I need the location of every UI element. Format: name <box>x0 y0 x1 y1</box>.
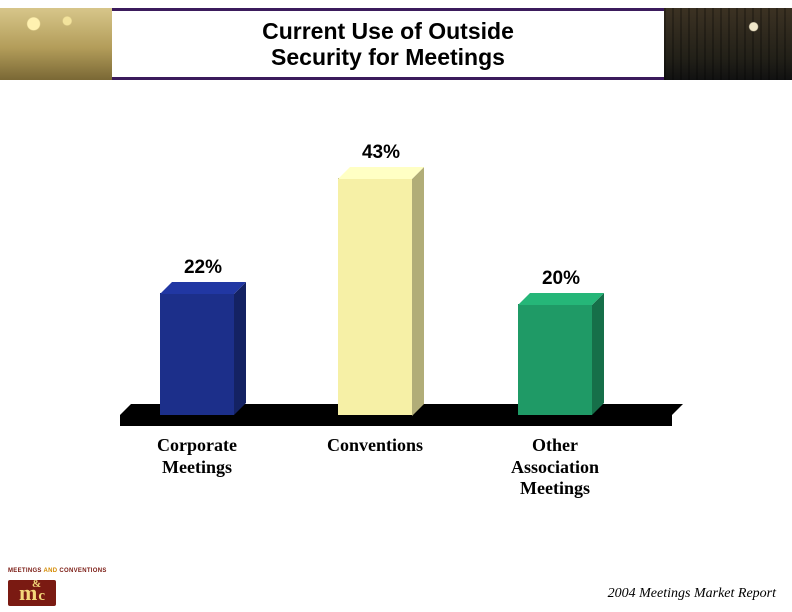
category-label-corporate: Corporate Meetings <box>112 435 282 478</box>
value-label-conventions: 43% <box>332 142 430 164</box>
logo-c-glyph: c <box>38 589 45 604</box>
header-band: Current Use of Outside Security for Meet… <box>0 8 792 80</box>
footer-credit: 2004 Meetings Market Report <box>608 586 776 602</box>
value-label-other-assoc: 20% <box>512 268 610 290</box>
header-right-photo <box>664 8 792 80</box>
bar-corporate <box>160 294 234 415</box>
bar-other-assoc <box>518 305 592 415</box>
logo-ampersand-icon: & <box>32 578 41 590</box>
slide-title: Current Use of Outside Security for Meet… <box>262 18 514 71</box>
bar-chart: 22%43%20% Corporate MeetingsConventionsO… <box>120 115 672 475</box>
tagline-word-meetings: MEETINGS <box>8 568 42 574</box>
mc-logo: & m c <box>8 580 56 606</box>
category-label-conventions: Conventions <box>290 435 460 457</box>
bar-conventions <box>338 179 412 416</box>
value-label-corporate: 22% <box>154 257 252 279</box>
chart-plot: 22% 43% 20% <box>120 115 672 425</box>
title-plate: Current Use of Outside Security for Meet… <box>112 8 664 80</box>
header-left-photo <box>0 8 112 80</box>
category-label-other-assoc: Other Association Meetings <box>470 435 640 500</box>
footer: MEETINGS AND CONVENTIONS & m c 2004 Meet… <box>0 566 792 612</box>
tagline-word-and: AND <box>44 568 58 574</box>
chart-base-front <box>120 415 672 426</box>
tagline-word-conventions: CONVENTIONS <box>59 568 106 574</box>
logo-tagline: MEETINGS AND CONVENTIONS <box>8 568 107 574</box>
